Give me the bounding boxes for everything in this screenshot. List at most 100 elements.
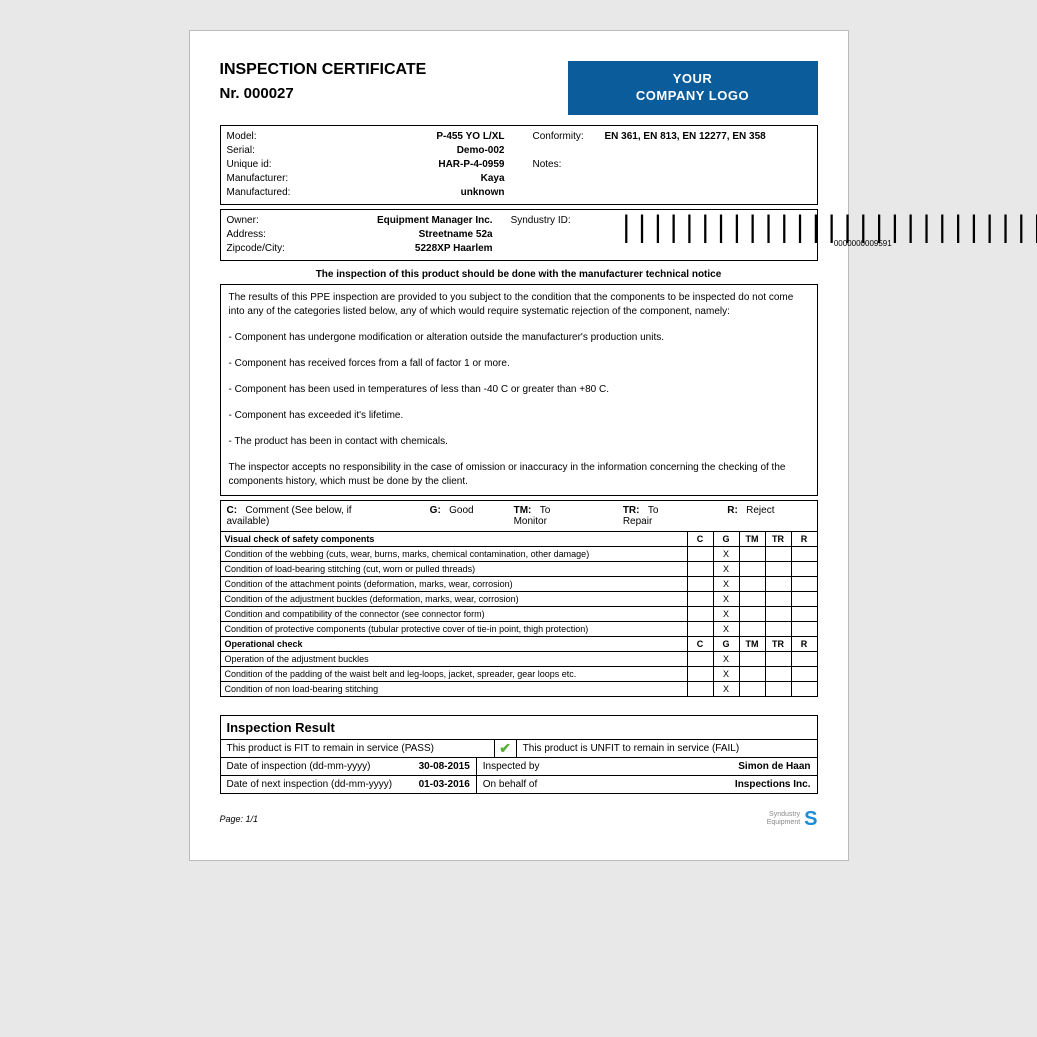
check-item-label: Condition of the webbing (cuts, wear, bu… — [220, 546, 687, 561]
header-left: INSPECTION CERTIFICATE Nr. 000027 — [220, 61, 427, 102]
notice-bullet-5: - The product has been in contact with c… — [229, 435, 809, 449]
brand-line1: Syndustry — [767, 811, 800, 819]
conformity-value: EN 361, EN 813, EN 12277, EN 358 — [605, 131, 811, 142]
table-row: Condition of non load-bearing stitchingX — [220, 681, 817, 696]
manufactured-value: unknown — [307, 187, 513, 198]
mark-c — [687, 621, 713, 636]
model-label: Model: — [227, 131, 307, 142]
serial-label: Serial: — [227, 145, 307, 156]
mark-g: X — [713, 576, 739, 591]
check-item-label: Operation of the adjustment buckles — [220, 651, 687, 666]
section1-title: Visual check of safety components — [220, 531, 687, 546]
mark-g: X — [713, 546, 739, 561]
col-r: R — [791, 531, 817, 546]
legend-g-val: Good — [449, 505, 473, 516]
model-value: P-455 YO L/XL — [307, 131, 513, 142]
inspected-cell: Inspected bySimon de Haan — [477, 758, 817, 775]
notice-bullet-3: - Component has been used in temperature… — [229, 383, 809, 397]
legend-r-key: R: — [727, 505, 738, 516]
mark-c — [687, 591, 713, 606]
table-row: Condition of protective components (tubu… — [220, 621, 817, 636]
date-label: Date of inspection (dd-mm-yyyy)30-08-201… — [221, 758, 477, 775]
mark-tr — [765, 561, 791, 576]
col-g: G — [713, 636, 739, 651]
manufacturer-label: Manufacturer: — [227, 173, 307, 184]
barcode-col: ||||||||||||||||||||||||||||||| 00000000… — [614, 210, 1037, 260]
notice-intro: The results of this PPE inspection are p… — [229, 291, 809, 319]
mark-g: X — [713, 621, 739, 636]
mark-tm — [739, 621, 765, 636]
conformity-label: Conformity: — [525, 131, 605, 142]
check-item-label: Condition of the attachment points (defo… — [220, 576, 687, 591]
owner-info-box: Owner:Equipment Manager Inc. Address:Str… — [220, 209, 818, 261]
mark-tm — [739, 591, 765, 606]
col-r: R — [791, 636, 817, 651]
date-value: 30-08-2015 — [370, 761, 469, 772]
pass-label: This product is FIT to remain in service… — [221, 740, 495, 757]
serial-value: Demo-002 — [307, 145, 513, 156]
zip-value: 5228XP Haarlem — [307, 243, 501, 254]
table-header-row: Operational check C G TM TR R — [220, 636, 817, 651]
mark-g: X — [713, 681, 739, 696]
mark-r — [791, 561, 817, 576]
col-tm: TM — [739, 636, 765, 651]
barcode-icon: ||||||||||||||||||||||||||||||| — [618, 221, 1037, 238]
syndustry-col: Syndustry ID: — [507, 210, 614, 260]
check-item-label: Condition of the padding of the waist be… — [220, 666, 687, 681]
behalf-value: Inspections Inc. — [537, 779, 810, 790]
logo-line2: COMPANY LOGO — [598, 88, 788, 105]
mark-tr — [765, 681, 791, 696]
col-tm: TM — [739, 531, 765, 546]
doc-number: Nr. 000027 — [220, 85, 427, 102]
check-item-label: Condition of protective components (tubu… — [220, 621, 687, 636]
notice-bullet-1: - Component has undergone modification o… — [229, 331, 809, 345]
mark-tm — [739, 546, 765, 561]
mark-g: X — [713, 666, 739, 681]
checkmark-icon: ✔ — [495, 740, 517, 757]
mark-r — [791, 666, 817, 681]
owner-col-left: Owner:Equipment Manager Inc. Address:Str… — [221, 210, 507, 260]
col-tr: TR — [765, 636, 791, 651]
result-title: Inspection Result — [221, 716, 817, 740]
mark-tr — [765, 651, 791, 666]
mark-r — [791, 576, 817, 591]
manufacturer-value: Kaya — [307, 173, 513, 184]
footer-brand: Syndustry Equipment S — [767, 808, 818, 830]
result-box: Inspection Result This product is FIT to… — [220, 715, 818, 794]
company-logo-placeholder: YOUR COMPANY LOGO — [568, 61, 818, 115]
certificate-page: INSPECTION CERTIFICATE Nr. 000027 YOUR C… — [189, 30, 849, 861]
notes-label: Notes: — [525, 159, 605, 170]
mark-tm — [739, 606, 765, 621]
product-col-right: Conformity:EN 361, EN 813, EN 12277, EN … — [519, 126, 817, 204]
mark-tr — [765, 546, 791, 561]
section2-title: Operational check — [220, 636, 687, 651]
mark-c — [687, 606, 713, 621]
notice-outro: The inspector accepts no responsibility … — [229, 461, 809, 489]
legend-c-val: Comment (See below, if available) — [227, 505, 352, 527]
mark-r — [791, 621, 817, 636]
address-value: Streetname 52a — [307, 229, 501, 240]
mark-r — [791, 606, 817, 621]
table-row: Condition of the webbing (cuts, wear, bu… — [220, 546, 817, 561]
mark-tm — [739, 666, 765, 681]
behalf-cell: On behalf ofInspections Inc. — [477, 776, 817, 793]
mark-tm — [739, 561, 765, 576]
next-label: Date of next inspection (dd-mm-yyyy)01-0… — [221, 776, 477, 793]
owner-label: Owner: — [227, 215, 307, 226]
mark-g: X — [713, 561, 739, 576]
logo-line1: YOUR — [598, 71, 788, 88]
mark-r — [791, 546, 817, 561]
col-g: G — [713, 531, 739, 546]
notes-value — [605, 159, 811, 170]
notice-bullet-2: - Component has received forces from a f… — [229, 357, 809, 371]
manufactured-label: Manufactured: — [227, 187, 307, 198]
page-number: Page: 1/1 — [220, 814, 259, 824]
mark-g: X — [713, 651, 739, 666]
col-c: C — [687, 636, 713, 651]
mark-c — [687, 651, 713, 666]
mark-tm — [739, 681, 765, 696]
legend-g-key: G: — [430, 505, 441, 516]
mark-tr — [765, 591, 791, 606]
legend-c-key: C: — [227, 505, 238, 516]
mark-c — [687, 576, 713, 591]
